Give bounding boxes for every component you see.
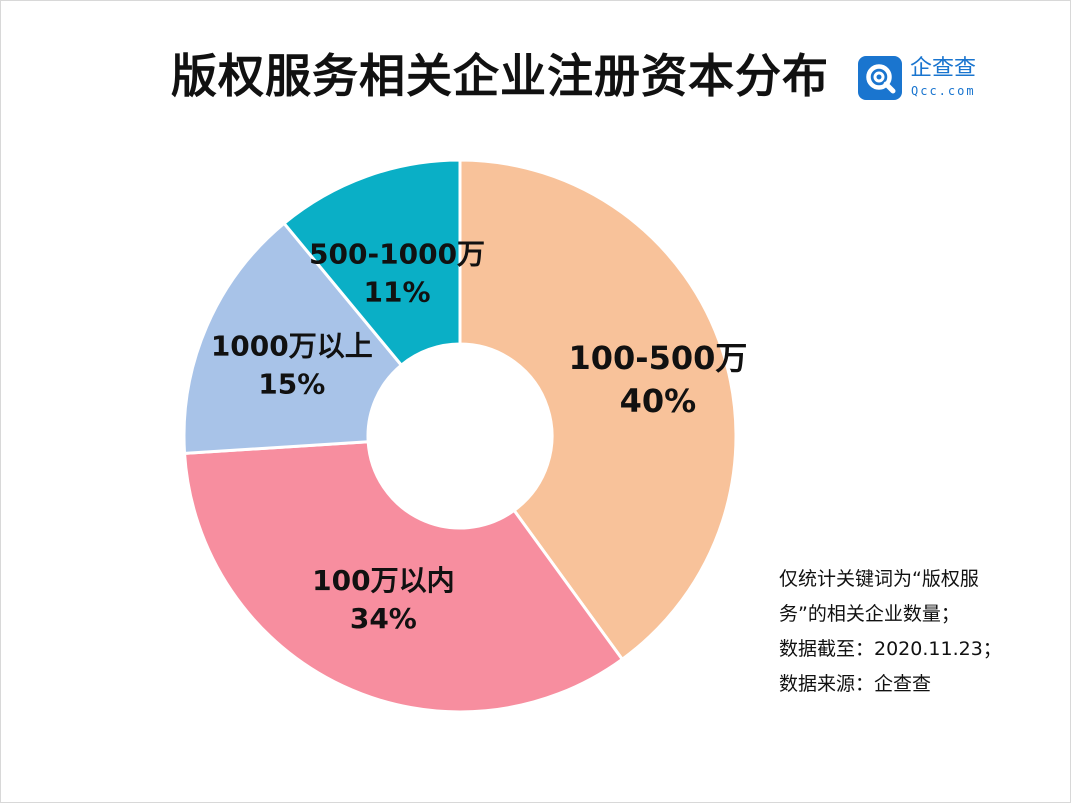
pie-slice	[282, 158, 462, 367]
slice-category-label: 1000万以上	[211, 330, 373, 363]
qcc-logo: 企查查 Qcc.com	[858, 56, 998, 102]
pie-slice	[183, 440, 624, 714]
footnote-line: 数据截至：2020.11.23；	[779, 638, 1002, 660]
slices-layer	[182, 158, 738, 714]
slice-percent-label: 40%	[620, 382, 697, 420]
magnifier-q-icon	[858, 56, 902, 100]
slice-category-label: 100-500万	[569, 339, 748, 377]
pie-slice	[458, 158, 738, 661]
slice-percent-label: 11%	[364, 275, 431, 308]
pie-slice	[182, 221, 403, 455]
footnote-line: 数据来源：企查查	[779, 673, 932, 695]
footnote-line: 务”的相关企业数量；	[779, 603, 960, 625]
slice-percent-label: 15%	[258, 367, 325, 400]
footnotes: 仅统计关键词为“版权服 务”的相关企业数量； 数据截至：2020.11.23； …	[779, 562, 1039, 702]
footnote-line: 仅统计关键词为“版权服	[779, 568, 979, 590]
slice-percent-label: 34%	[350, 602, 417, 635]
chart-title: 版权服务相关企业注册资本分布	[171, 49, 829, 103]
slice-category-label: 500-1000万	[309, 237, 485, 270]
slice-category-label: 100万以内	[312, 564, 454, 597]
logo-domain-text: Qcc.com	[911, 84, 976, 98]
labels-layer: 100-500万 40% 100万以内 34% 1000万以上 15% 500-1000万 1…	[211, 237, 748, 634]
logo-chinese-text: 企查查	[910, 56, 977, 81]
